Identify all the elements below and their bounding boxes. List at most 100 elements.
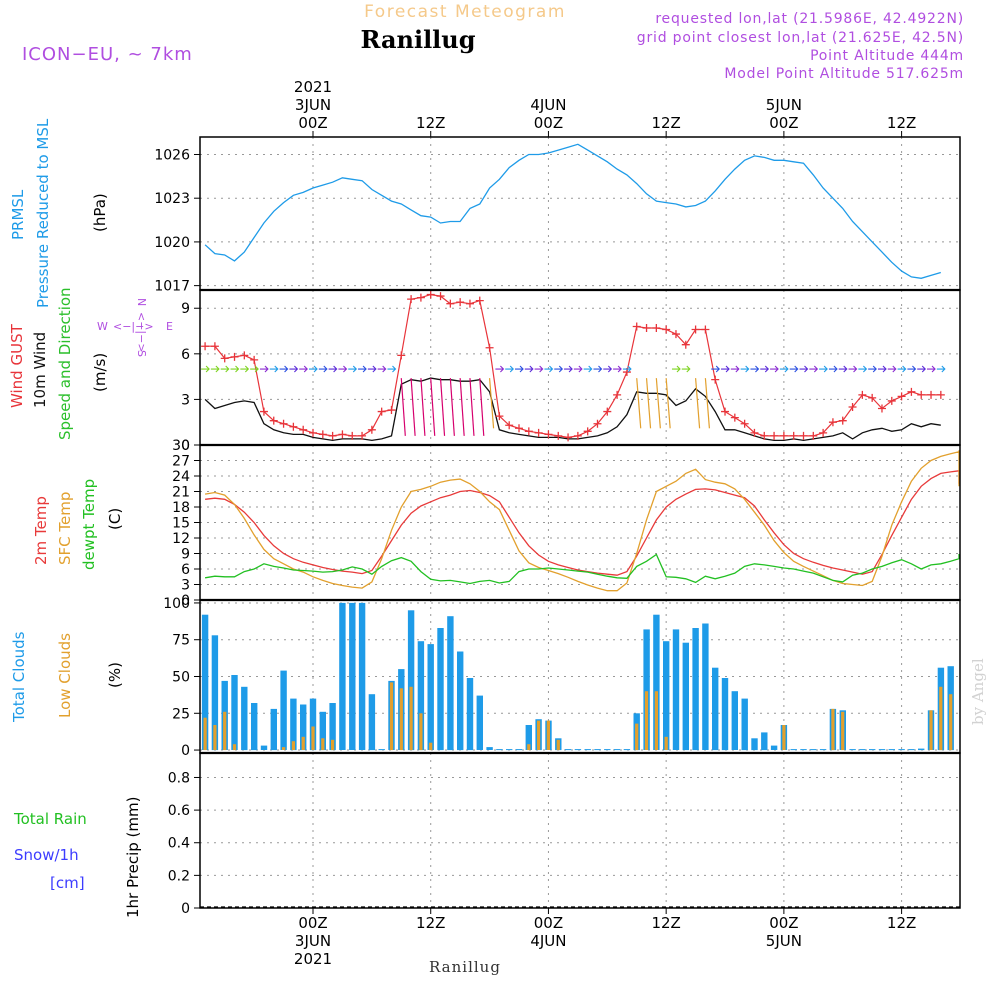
panel-clouds: 0 25 50 75 100: [163, 596, 961, 759]
dewpoint-line: [204, 553, 960, 585]
gust-marker: [201, 342, 210, 351]
ytick-label: 21: [172, 485, 190, 501]
gust-marker: [917, 390, 926, 399]
bottom-time-label: 12Z: [416, 914, 445, 932]
total-clouds-bar: [721, 678, 729, 751]
gust-marker: [809, 431, 818, 440]
low-clouds-bar: [537, 720, 541, 750]
total-clouds-bar: [898, 749, 905, 751]
wind-direction-arrow: [358, 365, 367, 373]
watermark: by Angel: [969, 658, 987, 725]
wind-direction-arrow: [936, 365, 946, 373]
wind-direction-arrow: [387, 365, 397, 373]
wind-direction-arrow: [459, 378, 465, 436]
gust-marker: [328, 431, 337, 440]
low-clouds-bar: [399, 688, 403, 751]
gust-marker: [210, 342, 219, 351]
gust-marker: [416, 293, 425, 302]
sfc-temp-label: SFC Temp: [56, 492, 74, 565]
top-time-label: 4JUN: [530, 96, 566, 114]
gust-marker: [770, 431, 779, 440]
ytick-label: 1020: [154, 235, 190, 251]
total-clouds-bar: [849, 749, 856, 751]
gust-label: Wind GUST: [8, 323, 26, 408]
compass-vertical-arrow: <−|−>: [135, 312, 148, 353]
low-clouds-bar: [232, 744, 237, 751]
wind-direction-arrow: [809, 365, 819, 373]
gust-marker: [269, 416, 278, 425]
ytick-label: 1017: [154, 279, 190, 295]
wind-direction-arrow: [917, 365, 926, 373]
ytick-label: 24: [172, 469, 190, 485]
wind-direction-arrow: [927, 365, 936, 373]
total-clouds-bar: [251, 703, 258, 751]
gust-marker: [318, 430, 327, 439]
low-clouds-bar: [389, 682, 394, 751]
gust-marker: [868, 393, 877, 402]
ytick-label: 3: [181, 392, 190, 408]
top-time-label: 12Z: [651, 114, 680, 132]
total-clouds-bar: [770, 745, 778, 750]
total-clouds-bar: [290, 698, 297, 751]
bottom-time-label: 2021: [294, 950, 332, 968]
wind-direction-arrow: [505, 365, 514, 373]
wind-unit: (m/s): [91, 353, 109, 392]
gust-marker: [309, 428, 317, 437]
gust-marker: [730, 413, 739, 422]
ytick-label: 15: [172, 516, 190, 532]
low-clouds-bar: [546, 720, 550, 750]
wind-direction-arrow: [420, 378, 426, 436]
wind-direction-arrow: [877, 365, 887, 373]
total-clouds-label: Total Clouds: [10, 631, 28, 723]
wind-direction-arrow: [495, 365, 505, 373]
total-clouds-bar: [653, 614, 660, 750]
top-time-label: 2021: [294, 78, 332, 96]
pressure-panel-labels: PRMSL Pressure Reduced to MSL (hPa): [9, 118, 109, 308]
panel-pressure: 1017 1020 1023 1026: [154, 136, 961, 295]
total-clouds-bar: [761, 732, 768, 751]
low-clouds-bar: [664, 736, 668, 750]
compass-west: W: [97, 320, 108, 333]
total-clouds-bar: [594, 749, 601, 751]
snow-unit-label: [cm]: [50, 874, 85, 892]
gust-marker: [544, 430, 553, 439]
wind-direction-arrow: [201, 365, 210, 373]
wind-direction-arrow: [694, 378, 701, 429]
ytick-label: 1026: [154, 147, 190, 163]
bottom-time-label: 3JUN: [295, 932, 331, 950]
total-clouds-bar: [231, 675, 238, 750]
wind-direction-arrow: [645, 378, 652, 429]
wind-direction-arrow: [593, 365, 603, 373]
wind-direction-arrow: [328, 365, 338, 373]
ytick-label: 50: [172, 670, 190, 686]
wind-direction-arrow: [838, 365, 848, 373]
footer-location: Ranillug: [429, 958, 501, 976]
sfc-temp-line: [204, 450, 960, 592]
ytick-label: 30: [172, 438, 190, 454]
gust-marker: [662, 325, 671, 334]
gust-marker: [573, 431, 582, 440]
requested-coords: requested lon,lat (21.5986E, 42.4922N): [655, 11, 964, 27]
wind-direction-arrow: [887, 365, 897, 373]
total-clouds-bar: [211, 635, 219, 751]
chart-panels: 1017102010231026036903691215182124273002…: [154, 136, 961, 917]
total-clouds-bar: [241, 686, 248, 751]
total-clouds-bar: [280, 670, 287, 750]
wind-direction-arrow: [410, 378, 416, 436]
gust-marker: [750, 428, 759, 437]
wind-direction-arrow: [671, 365, 681, 373]
wind-direction-arrow: [897, 365, 907, 373]
total-clouds-bar: [319, 711, 326, 751]
wind-direction-arrow: [210, 365, 220, 373]
gust-marker: [927, 390, 936, 399]
wind-direction-arrow: [524, 365, 534, 373]
wind-direction-arrow: [259, 365, 269, 373]
gust-marker: [230, 352, 239, 361]
compass-north: N: [135, 298, 148, 306]
wind-direction-arrow: [289, 365, 299, 373]
gust-marker: [279, 419, 288, 428]
gust-marker: [397, 351, 406, 360]
gust-marker: [613, 390, 622, 399]
gust-marker: [407, 295, 416, 304]
ytick-label: 25: [172, 706, 190, 722]
